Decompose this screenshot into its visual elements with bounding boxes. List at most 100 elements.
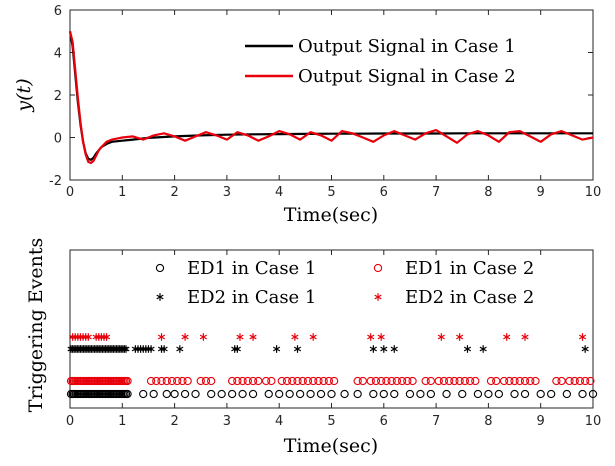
bottom-marker-series-1 — [458, 389, 467, 399]
bottom-marker-series-1 — [170, 389, 179, 399]
bottom-marker-series-2 — [277, 376, 286, 386]
bottom-y-axis-label: Triggering Events — [25, 238, 47, 412]
bottom-legend-label-2: ED1 in Case 2 — [405, 258, 534, 279]
bottom-marker-series-2 — [353, 376, 362, 386]
bottom-marker-series-2 — [403, 376, 412, 386]
bottom-marker-series-1 — [316, 389, 326, 399]
top-x-tick-label: 8 — [484, 185, 492, 200]
asterisk-stroke — [122, 346, 130, 352]
bottom-marker-series-3 — [479, 345, 487, 353]
asterisk-stroke — [119, 346, 127, 352]
top-x-tick-label: 2 — [170, 185, 178, 200]
bottom-marker-series-3 — [160, 345, 168, 353]
bottom-marker-series-2 — [515, 376, 524, 386]
bottom-marker-series-2 — [397, 376, 407, 386]
bottom-marker-series-2 — [408, 376, 417, 386]
bottom-marker-series-3 — [581, 345, 589, 353]
bottom-marker-series-1 — [588, 389, 598, 399]
bottom-marker-series-2 — [196, 376, 205, 386]
bottom-marker-series-1 — [340, 389, 349, 399]
bottom-marker-series-1 — [390, 389, 399, 399]
bottom-marker-series-2 — [319, 376, 328, 386]
asterisk-stroke — [147, 346, 155, 352]
bottom-marker-series-2 — [267, 376, 276, 386]
asterisk-stroke — [236, 334, 244, 340]
bottom-marker-series-2 — [303, 376, 313, 386]
bottom-marker-series-1 — [484, 389, 493, 399]
bottom-marker-series-3 — [380, 345, 388, 353]
bottom-marker-series-2 — [557, 376, 566, 386]
bottom-marker-series-1 — [139, 389, 148, 399]
bottom-marker-series-2 — [492, 376, 501, 386]
bottom-marker-series-2 — [157, 376, 166, 386]
asterisk-stroke — [578, 334, 587, 340]
bottom-marker-series-2 — [486, 376, 496, 386]
top-x-tick-label: 7 — [432, 185, 440, 200]
top-y-tick-label: 0 — [54, 132, 62, 147]
bottom-marker-series-4 — [236, 333, 244, 341]
bottom-marker-series-3 — [272, 345, 281, 353]
top-x-axis-label: Time(sec) — [284, 204, 378, 226]
bottom-marker-series-4 — [503, 333, 511, 341]
bottom-marker-series-2 — [123, 376, 132, 386]
asterisk-stroke — [503, 334, 511, 340]
asterisk-stroke — [160, 346, 168, 352]
bottom-marker-series-2 — [382, 376, 391, 386]
bottom-marker-series-2 — [183, 376, 192, 386]
bottom-marker-series-2 — [233, 376, 242, 386]
bottom-marker-series-2 — [152, 376, 161, 386]
bottom-marker-series-2 — [248, 376, 258, 386]
bottom-marker-series-3 — [369, 345, 377, 353]
bottom-x-tick-label: 6 — [380, 414, 388, 429]
asterisk-stroke — [581, 346, 589, 352]
bottom-marker-series-2 — [552, 376, 561, 386]
top-axis-ticks: 0 1 2 3 4 5 6 7 8 9 10 -2 0 2 4 6 — [49, 4, 601, 200]
bottom-x-tick-label: 2 — [170, 414, 178, 429]
top-series-line-2 — [68, 31, 594, 165]
bottom-marker-series-4 — [367, 333, 375, 341]
bottom-marker-series-2 — [178, 376, 187, 386]
bottom-marker-series-1 — [494, 389, 504, 399]
bottom-marker-series-2 — [243, 376, 252, 386]
top-y-tick-label: 2 — [54, 89, 62, 104]
bottom-marker-series-1 — [238, 389, 247, 399]
bottom-marker-series-4 — [249, 333, 257, 341]
bottom-marker-series-2 — [460, 376, 470, 386]
asterisk-stroke — [120, 346, 128, 352]
bottom-marker-series-2 — [434, 376, 443, 386]
bottom-marker-series-2 — [465, 376, 475, 386]
asterisk-stroke — [377, 334, 385, 340]
bottom-marker-series-2 — [377, 376, 386, 386]
bottom-marker-series-1 — [473, 389, 483, 399]
bottom-marker-series-4 — [103, 333, 111, 341]
bottom-marker-series-1 — [264, 389, 273, 399]
asterisk-stroke — [291, 334, 299, 340]
bottom-axis-ticks: 0 1 2 3 4 5 6 7 8 9 10 — [66, 250, 601, 429]
asterisk-stroke — [390, 346, 398, 352]
bottom-marker-series-1 — [248, 389, 258, 399]
bottom-marker-series-2 — [426, 376, 436, 386]
bottom-marker-series-1 — [295, 389, 305, 399]
asterisk-stroke — [181, 334, 189, 340]
bottom-legend-label-1: ED1 in Case 1 — [187, 258, 316, 279]
bottom-marker-series-2 — [392, 376, 402, 386]
bottom-marker-series-2 — [201, 376, 211, 386]
bottom-marker-series-2 — [575, 376, 585, 386]
asterisk-stroke — [369, 346, 377, 352]
bottom-marker-series-2 — [565, 376, 574, 386]
bottom-marker-series-2 — [526, 376, 535, 386]
bottom-marker-series-2 — [282, 376, 292, 386]
bottom-marker-series-2 — [298, 376, 307, 386]
top-y-axis-label: y(t) — [13, 78, 35, 112]
bottom-marker-series-2 — [387, 376, 396, 386]
top-x-tick-label: 0 — [66, 185, 74, 200]
top-y-tick-label: 6 — [54, 4, 62, 19]
bottom-legend-swatch-1 — [155, 263, 165, 273]
bottom-marker-series-2 — [167, 376, 177, 386]
top-legend-label-1: Output Signal in Case 1 — [298, 36, 516, 57]
top-x-tick-label: 3 — [223, 185, 231, 200]
bottom-legend-swatch-4 — [374, 293, 382, 301]
bottom-x-tick-label: 10 — [585, 414, 602, 429]
asterisk-stroke — [437, 334, 445, 340]
